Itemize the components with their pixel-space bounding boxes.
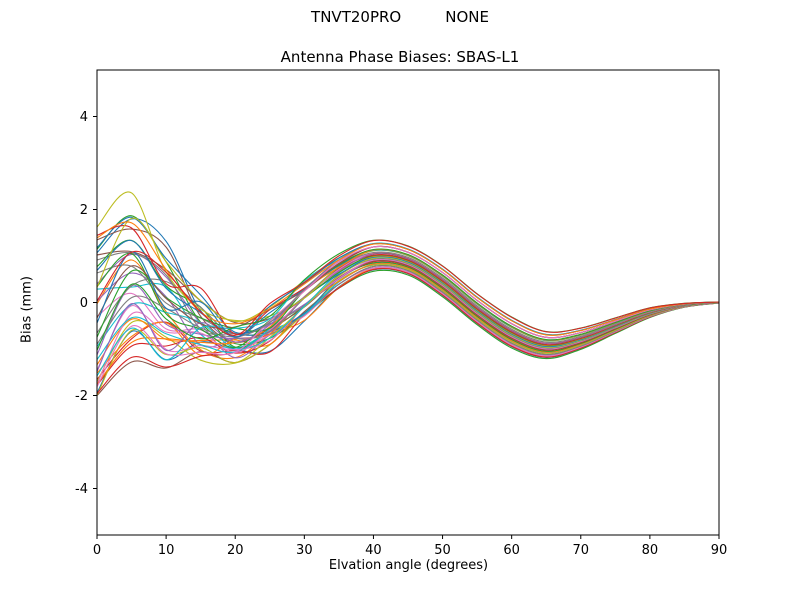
radome-name-label: NONE [445,8,489,26]
x-tick-label: 80 [642,543,659,558]
x-tick-label: 0 [93,543,101,558]
y-tick-label: -2 [75,389,88,404]
y-axis-label: Bias (mm) [19,276,35,343]
x-tick-label: 40 [365,543,382,558]
chart-line [97,248,719,341]
series-group [97,191,719,396]
chart-line [97,245,719,387]
y-tick-label: -4 [75,482,88,497]
y-tick-label: 2 [80,203,88,218]
x-tick-label: 50 [434,543,451,558]
chart-line [97,251,719,343]
x-tick-label: 90 [711,543,728,558]
chart-title: Antenna Phase Biases: SBAS-L1 [280,48,520,66]
y-tick-label: 4 [80,110,88,125]
figure-suptitle: TNVT20PRO NONE [0,8,800,26]
x-tick-label: 70 [573,543,590,558]
x-axis-label: Elvation angle (degrees) [328,558,489,573]
x-tick-label: 60 [503,543,520,558]
chart-line [97,239,719,336]
antenna-name-label: TNVT20PRO [311,8,402,26]
y-tick-label: 0 [80,296,88,311]
x-tick-label: 10 [158,543,175,558]
x-tick-label: 30 [296,543,313,558]
chart-line [97,267,719,380]
x-tick-label: 20 [227,543,244,558]
chart-line [97,262,719,366]
